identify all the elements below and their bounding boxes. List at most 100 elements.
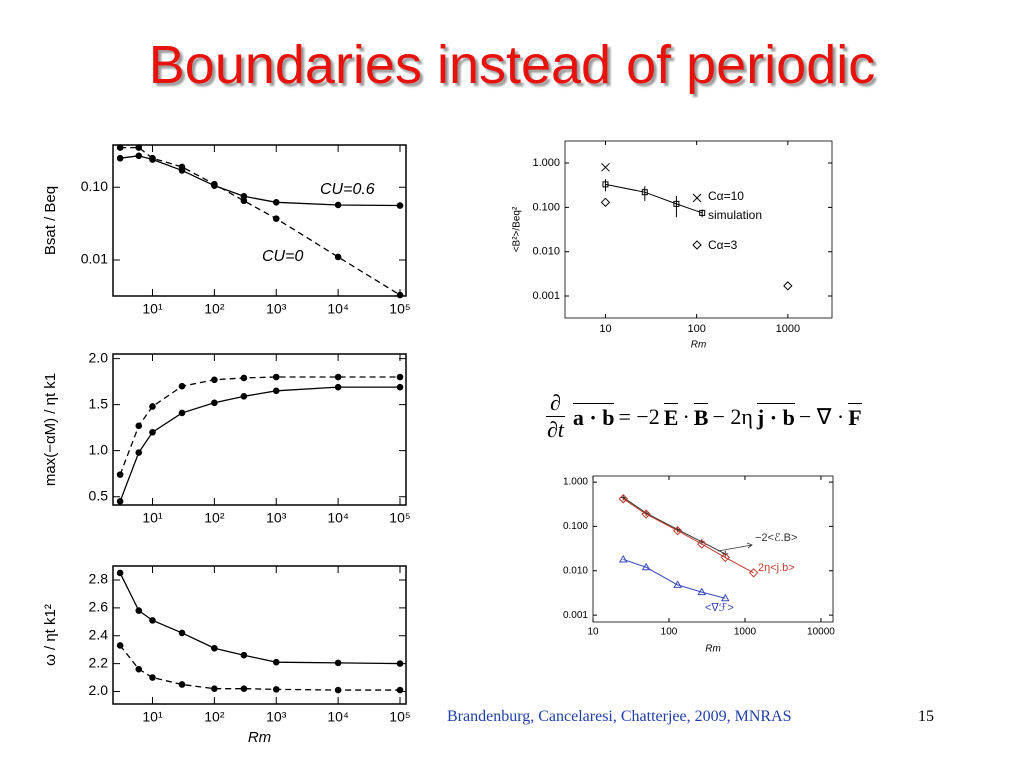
- x-tick-label: 10¹: [142, 709, 163, 725]
- marker: [396, 383, 404, 391]
- x-axis-label: Rm: [691, 340, 707, 351]
- series-label: 2η<j.b>: [758, 562, 795, 574]
- plot-frame: [112, 353, 407, 506]
- x-axis-label: Rm: [248, 729, 271, 746]
- marker: [135, 449, 143, 456]
- marker: [240, 685, 248, 692]
- y-tick-label: 0.100: [532, 201, 560, 213]
- marker: [211, 644, 218, 652]
- series-label: Cα=10: [708, 189, 744, 203]
- marker: [135, 665, 143, 673]
- marker: [601, 162, 610, 172]
- series-label: <∇ℱ>: [705, 602, 734, 614]
- series-line: [623, 558, 726, 599]
- marker: [783, 281, 793, 291]
- y-tick-label: 0.01: [81, 251, 108, 267]
- y-tick-label: 0.100: [563, 521, 588, 532]
- eq-num: ∂: [546, 390, 565, 417]
- y-axis-label: <B²>/Beq²: [512, 206, 523, 252]
- x-tick-label: 10⁵: [389, 301, 410, 317]
- marker: [334, 373, 342, 381]
- marker: [334, 201, 342, 209]
- x-tick-label: 10³: [266, 301, 287, 317]
- x-tick-label: 10000: [807, 627, 835, 638]
- x-tick-label: 10²: [204, 709, 225, 725]
- marker: [135, 152, 143, 160]
- marker: [135, 422, 143, 430]
- marker: [178, 681, 186, 688]
- y-tick-label: 0.001: [532, 290, 560, 302]
- x-axis-label: Rm: [705, 644, 721, 655]
- x-tick-label: 10²: [204, 301, 225, 317]
- y-tick-label: 2.0: [89, 682, 109, 698]
- series-label: simulation: [708, 208, 762, 222]
- y-tick-label: 2.0: [89, 349, 109, 365]
- plot-frame: [592, 475, 834, 623]
- marker: [135, 607, 143, 614]
- eq-part: E: [663, 402, 679, 430]
- eq-part: F: [848, 402, 862, 430]
- marker: [692, 240, 702, 250]
- y-tick-label: 1.5: [89, 395, 109, 411]
- marker: [673, 580, 683, 588]
- marker: [116, 471, 124, 478]
- marker: [641, 509, 651, 519]
- marker: [641, 562, 651, 571]
- plot-frame: [564, 140, 833, 319]
- eq-part: − 2η: [712, 403, 753, 429]
- series-label: CU=0.6: [320, 181, 375, 198]
- marker: [135, 144, 143, 151]
- marker: [116, 498, 124, 505]
- marker: [240, 374, 248, 382]
- marker: [672, 526, 683, 536]
- eq-part: ·: [682, 403, 690, 429]
- marker: [396, 686, 404, 694]
- y-tick-label: 0.001: [563, 610, 588, 621]
- marker: [272, 658, 280, 666]
- marker: [240, 393, 248, 400]
- marker: [149, 403, 156, 410]
- marker: [272, 387, 280, 395]
- marker: [396, 660, 404, 667]
- series-line: [622, 497, 726, 555]
- arrow: [717, 542, 753, 552]
- marker: [618, 554, 628, 563]
- marker: [149, 674, 156, 681]
- eq-part: − ∇ ·: [798, 403, 845, 429]
- series-line: [119, 645, 401, 691]
- marker: [641, 189, 648, 196]
- marker: [211, 399, 218, 407]
- marker: [272, 199, 280, 206]
- y-tick-label: 0.010: [563, 565, 588, 576]
- marker: [699, 209, 706, 216]
- marker: [240, 651, 248, 659]
- y-tick-label: 0.5: [89, 487, 109, 503]
- marker: [116, 642, 124, 649]
- marker: [272, 373, 280, 381]
- y-axis-label: ω / ηt k1²: [42, 604, 59, 666]
- x-tick-label: 10³: [266, 709, 287, 725]
- x-tick-label: 10⁴: [327, 709, 349, 725]
- x-tick-label: 10: [599, 323, 611, 335]
- y-tick-label: 1.000: [532, 157, 560, 169]
- x-tick-label: 10³: [266, 510, 287, 526]
- marker: [697, 587, 707, 596]
- x-tick-label: 10⁴: [327, 510, 349, 526]
- eq-part: = −2: [618, 403, 660, 429]
- marker: [272, 686, 280, 693]
- slide-title: Boundaries instead of periodic: [148, 35, 876, 95]
- marker: [396, 291, 404, 299]
- marker: [334, 253, 342, 261]
- series-line: [622, 498, 754, 574]
- series-line: [119, 386, 401, 502]
- page-number: 15: [918, 708, 934, 725]
- marker: [692, 193, 702, 203]
- x-tick-label: 1000: [734, 627, 757, 638]
- marker: [334, 659, 342, 667]
- marker: [149, 154, 156, 162]
- marker: [116, 154, 124, 162]
- y-tick-label: 2.8: [89, 571, 109, 587]
- marker: [240, 197, 248, 205]
- y-tick-label: 2.6: [89, 599, 109, 615]
- x-tick-label: 10¹: [142, 510, 163, 526]
